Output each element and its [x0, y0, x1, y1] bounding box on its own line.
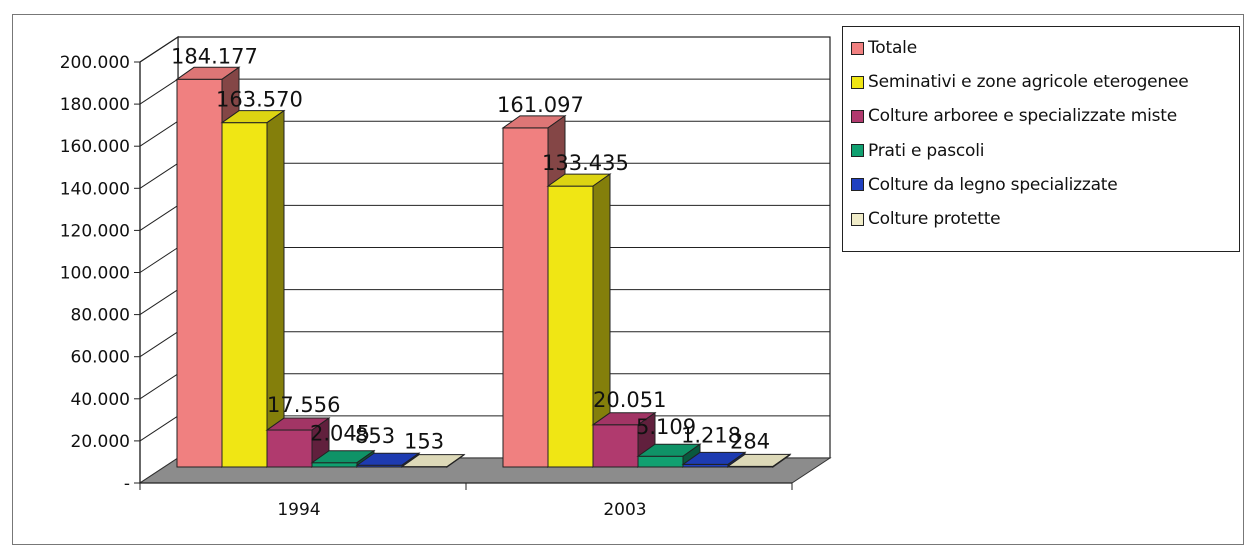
bar-front [592, 424, 639, 468]
legend-swatch [851, 41, 864, 55]
gridline-side [139, 289, 179, 316]
legend-label: Colture protette [868, 209, 1001, 229]
legend-swatch [851, 144, 864, 158]
y-tick-label: 160.000 [60, 137, 130, 157]
y-tick-label: 200.000 [60, 53, 130, 73]
y-tick-label: 60.000 [71, 348, 130, 368]
data-label: 184.177 [171, 44, 258, 68]
legend-swatch [851, 178, 864, 192]
bar-front [176, 78, 223, 468]
data-label: 161.097 [497, 93, 584, 117]
bar-front [266, 429, 313, 468]
bar-front [311, 462, 358, 468]
bar-front [502, 127, 549, 468]
data-label: 5.109 [636, 415, 696, 439]
bar-side [446, 453, 465, 468]
y-tick-label: 140.000 [60, 179, 130, 199]
legend-item: Prati e pascoli [851, 138, 984, 164]
gridline-side [139, 415, 179, 442]
data-label: 1.218 [681, 423, 741, 447]
data-label: 2.045 [310, 422, 370, 446]
legend-item: Seminativi e zone agricole eterogenee [851, 69, 1189, 95]
data-label: 20.051 [593, 388, 666, 412]
bar-front [547, 185, 594, 468]
legend-item: Colture protette [851, 206, 1001, 232]
bar-side [772, 453, 791, 468]
x-axis: 1994 2003 [139, 482, 793, 520]
y-tick-label: - [124, 474, 130, 494]
x-tick-label: 1994 [277, 500, 320, 520]
gridline-side [139, 162, 179, 189]
legend-swatch [851, 212, 864, 226]
bars [175, 66, 792, 468]
legend-label: Seminativi e zone agricole eterogenee [868, 72, 1189, 93]
gridline-side [139, 204, 179, 231]
legend-swatch [851, 109, 864, 123]
data-label: 153 [404, 430, 444, 454]
legend-item: Colture arboree e specializzate miste [851, 103, 1177, 129]
y-tick-label: 80.000 [71, 306, 130, 326]
gridline-side [139, 120, 179, 147]
data-label: 17.556 [267, 393, 340, 417]
legend-label: Prati e pascoli [868, 140, 985, 161]
data-label: 853 [355, 424, 395, 448]
legend-label: Colture arboree e specializzate miste [868, 106, 1178, 127]
y-tick-label: 180.000 [60, 95, 130, 115]
bar-front [637, 455, 684, 468]
legend: Totale Seminativi e zone agricole eteroge… [842, 26, 1240, 252]
legend-item: Colture da legno specializzate [851, 172, 1118, 198]
y-tick-label: 120.000 [60, 221, 130, 241]
x-tick-label: 2003 [603, 500, 646, 520]
bar-front [221, 122, 268, 468]
data-label: 163.570 [216, 88, 303, 112]
y-axis: - 20.000 40.000 60.000 80.000 100.000 120.000 1… [60, 53, 141, 494]
legend-label: Colture da legno specializzate [868, 174, 1118, 195]
legend-item: Totale [851, 35, 917, 61]
gridline-side [139, 331, 179, 358]
gridline-side [139, 247, 179, 273]
y-tick-label: 100.000 [60, 264, 130, 284]
legend-swatch [851, 75, 864, 89]
y-tick-label: 20.000 [71, 432, 130, 452]
data-label: 133.435 [542, 151, 629, 175]
gridline-side [139, 36, 179, 63]
gridline-side [139, 373, 179, 400]
data-label: 284 [730, 429, 770, 453]
gridline-side [139, 78, 179, 105]
y-tick-label: 40.000 [71, 390, 130, 410]
legend-label: Totale [868, 38, 917, 58]
